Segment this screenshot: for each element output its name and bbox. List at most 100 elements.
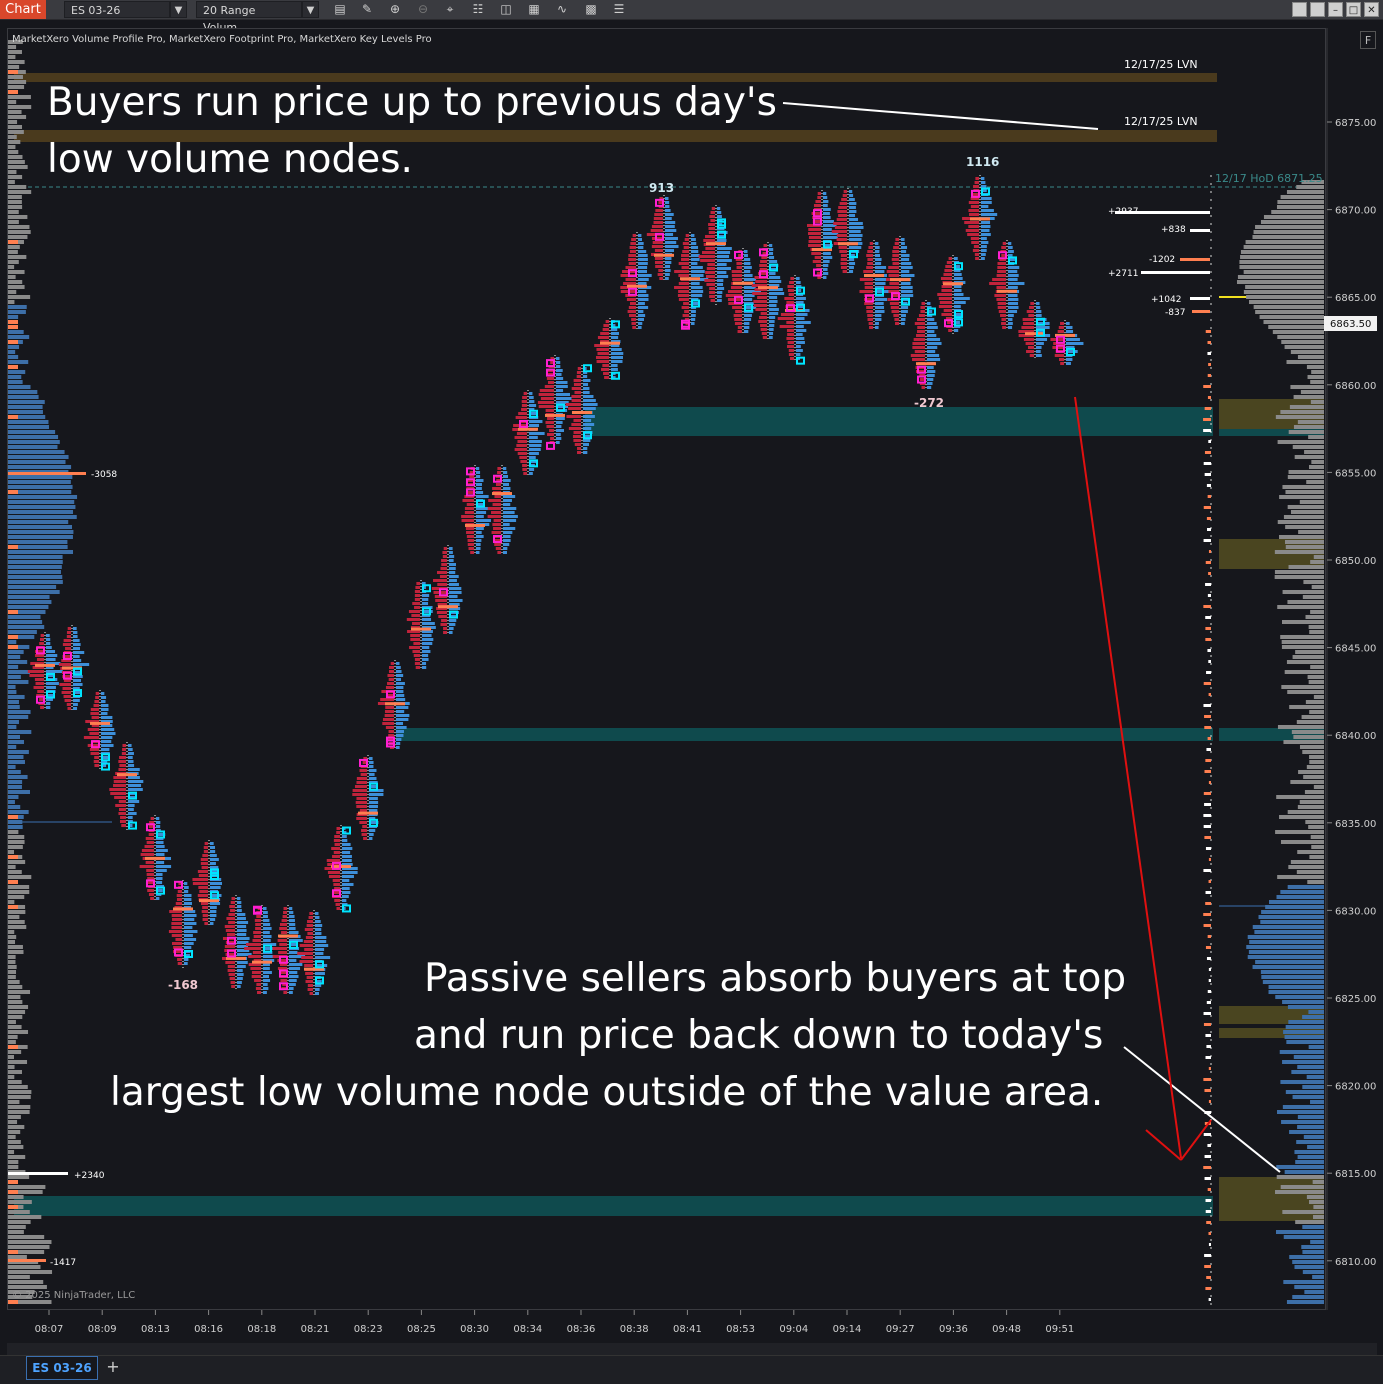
profile-bar xyxy=(8,175,23,179)
profile-bar xyxy=(1282,1000,1324,1004)
ask-volume xyxy=(315,924,323,927)
ask-volume xyxy=(611,356,623,359)
ask-volume xyxy=(1036,354,1042,357)
time-label: 08:21 xyxy=(301,1324,330,1335)
bid-volume xyxy=(144,845,154,848)
fullscreen-button[interactable]: F xyxy=(1360,31,1376,49)
bid-volume xyxy=(304,928,313,931)
minimize-all-icon[interactable] xyxy=(1292,2,1307,17)
ask-volume xyxy=(396,686,404,689)
ask-volume xyxy=(503,543,510,546)
bid-volume xyxy=(998,310,1006,313)
bid-volume xyxy=(332,891,340,894)
bid-volume xyxy=(698,255,715,258)
chart-window-label[interactable]: Chart xyxy=(0,0,46,19)
profile-bar xyxy=(8,220,19,224)
bid-volume xyxy=(894,242,899,245)
indicator-icon[interactable]: ∿ xyxy=(556,2,568,16)
imbalance-marker xyxy=(315,976,324,985)
profile-bar xyxy=(8,490,18,494)
chevron-down-icon[interactable]: ▼ xyxy=(302,1,319,18)
ask-volume xyxy=(73,647,80,650)
ask-volume xyxy=(156,885,165,888)
bid-volume xyxy=(517,452,527,455)
bid-volume xyxy=(147,877,154,880)
ask-volume xyxy=(263,927,272,930)
ask-volume xyxy=(1008,314,1014,317)
add-tab-button[interactable]: + xyxy=(106,1357,120,1376)
horizontal-scrollbar[interactable] xyxy=(7,1343,1377,1355)
ask-volume xyxy=(744,306,757,309)
ask-volume xyxy=(237,921,249,924)
ask-volume xyxy=(927,326,938,329)
ask-volume xyxy=(184,914,197,917)
bid-volume xyxy=(572,435,581,438)
list-icon[interactable]: ☰ xyxy=(613,2,625,16)
chevron-down-icon[interactable]: ▼ xyxy=(170,1,187,18)
delta-bar xyxy=(1203,1078,1211,1081)
crosshair-icon[interactable]: ⌖ xyxy=(446,2,454,16)
bid-volume xyxy=(573,419,581,422)
footprint-candle xyxy=(139,815,172,900)
bid-volume xyxy=(470,551,474,554)
profile-bar xyxy=(1258,915,1324,919)
zoom-in-icon[interactable]: ⊕ xyxy=(389,2,401,16)
tab-instrument[interactable]: ES 03-26 xyxy=(26,1356,98,1380)
bid-volume xyxy=(432,579,447,582)
ask-volume xyxy=(901,238,905,241)
data-box-icon[interactable]: ▩ xyxy=(585,2,597,16)
bid-volume xyxy=(440,623,447,626)
tile-icon[interactable] xyxy=(1310,2,1325,17)
bid-volume xyxy=(678,262,689,265)
zoom-out-icon[interactable]: ⊖ xyxy=(417,2,429,16)
ask-volume xyxy=(638,298,649,301)
teal-band xyxy=(1219,728,1324,741)
ask-volume xyxy=(849,206,856,209)
profile-bar xyxy=(1302,1085,1324,1089)
profile-bar xyxy=(1298,770,1324,774)
profile-bar xyxy=(8,80,27,84)
profile-bar xyxy=(8,860,26,864)
bid-volume xyxy=(148,825,154,828)
template-icon[interactable]: ◫ xyxy=(500,2,512,16)
ask-volume xyxy=(449,551,453,554)
ask-volume xyxy=(73,663,90,666)
profile-bar xyxy=(8,1175,30,1179)
profile-bar xyxy=(8,740,25,744)
ask-volume xyxy=(691,298,699,301)
bid-volume xyxy=(515,416,527,419)
ask-volume xyxy=(342,871,358,874)
bid-volume xyxy=(299,960,313,963)
delta-bar xyxy=(1204,1177,1211,1180)
bid-volume xyxy=(808,232,821,235)
delta-label: -1202 xyxy=(1149,255,1175,265)
ask-volume xyxy=(665,221,676,224)
instrument-selector[interactable]: ES 03-26 xyxy=(64,1,170,18)
strategy-icon[interactable]: ▦ xyxy=(528,2,540,16)
ask-volume xyxy=(611,336,619,339)
bars-icon[interactable]: ▤ xyxy=(334,2,346,16)
pencil-icon[interactable]: ✎ xyxy=(361,2,373,16)
profile-bar xyxy=(1289,405,1324,409)
bar-type-selector[interactable]: 20 Range Volum... xyxy=(196,1,302,34)
minimize-icon[interactable]: – xyxy=(1328,2,1343,17)
delta-bar xyxy=(1205,638,1211,641)
bid-volume xyxy=(941,289,952,292)
bid-volume xyxy=(708,231,715,234)
close-icon[interactable]: ✕ xyxy=(1364,2,1379,17)
bid-volume xyxy=(200,862,208,865)
ask-volume xyxy=(46,706,51,709)
ask-volume xyxy=(849,234,863,237)
maximize-icon[interactable]: □ xyxy=(1346,2,1361,17)
bid-volume xyxy=(279,963,287,966)
profile-bar xyxy=(8,1285,47,1289)
profile-bar xyxy=(8,690,17,694)
footprint-candle xyxy=(751,242,785,340)
bid-volume xyxy=(388,678,394,681)
bid-volume xyxy=(63,639,71,642)
delta-bar xyxy=(1206,1045,1211,1048)
bid-volume xyxy=(198,874,208,877)
ask-volume xyxy=(237,929,247,932)
ask-volume xyxy=(342,879,350,882)
properties-icon[interactable]: ☷ xyxy=(472,2,484,16)
